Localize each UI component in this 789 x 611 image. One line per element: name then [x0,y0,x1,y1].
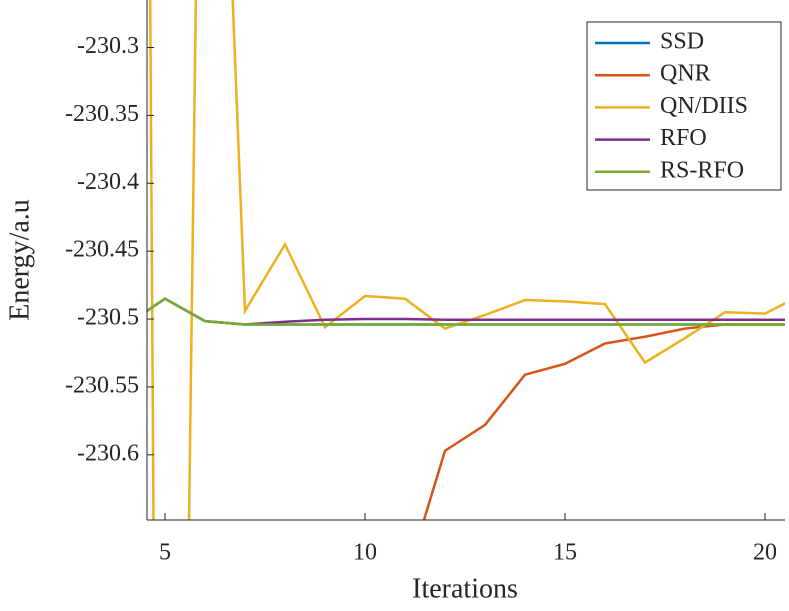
x-tick-label: 20 [753,540,777,566]
x-tick-label: 5 [159,540,171,566]
y-tick-label: -230.55 [65,372,139,398]
legend-label: RFO [660,125,707,151]
legend-label: SSD [660,29,704,55]
series-line [148,0,785,520]
legend-label: QN/DIIS [660,93,748,119]
y-axis-label: Energy/a.u [4,199,35,321]
x-tick-label: 15 [553,540,577,566]
y-tick-label: -230.6 [77,440,139,466]
legend [586,21,782,191]
legend-label: QNR [660,61,711,87]
y-tick-label: -230.4 [77,169,139,195]
legend-label: RS-RFO [660,157,744,183]
y-tick-label: -230.3 [77,33,139,59]
y-tick-label: -230.35 [65,101,139,127]
series-line [422,323,785,520]
series-line [147,297,785,326]
y-tick-label: -230.5 [77,305,139,331]
y-tick-label: -230.45 [65,237,139,263]
plot-area [147,0,785,520]
x-tick-label: 10 [353,540,377,566]
x-axis-label: Iterations [412,573,518,604]
